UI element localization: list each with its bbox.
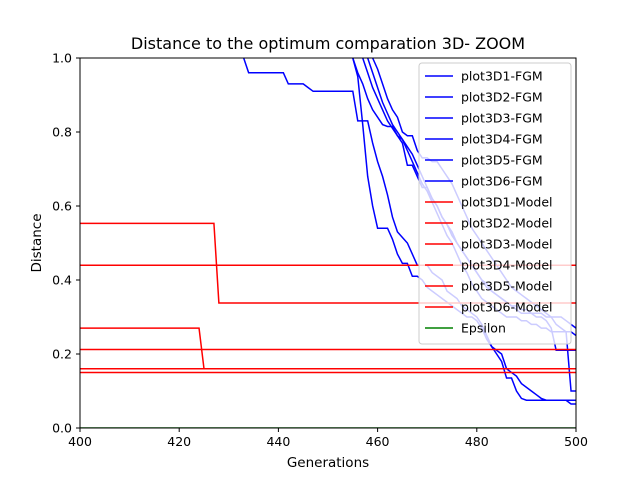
legend-label: plot3D3-FGM	[461, 111, 543, 126]
y-axis-label: Distance	[29, 213, 45, 272]
series-line-7	[80, 222, 576, 304]
chart-title: Distance to the optimum comparation 3D- …	[131, 34, 525, 53]
x-tick-label: 440	[266, 434, 290, 449]
legend-box	[418, 62, 572, 345]
x-tick-label: 400	[68, 434, 92, 449]
y-tick-label: 1.0	[52, 51, 72, 66]
x-axis-label: Generations	[287, 455, 369, 471]
x-tick-label: 500	[564, 434, 588, 449]
x-tick-label: 480	[465, 434, 489, 449]
y-axis: 0.0 0.2 0.4 0.6 0.8 1.0	[52, 51, 80, 436]
x-tick-label: 460	[366, 434, 390, 449]
legend-label: plot3D4-Model	[461, 258, 553, 273]
legend-label: plot3D3-Model	[461, 237, 553, 252]
plot-frame	[79, 57, 577, 429]
y-tick-label: 0.8	[52, 125, 72, 140]
legend-label: plot3D1-Model	[461, 195, 553, 210]
legend-label: plot3D2-Model	[461, 216, 553, 231]
legend-label: plot3D6-FGM	[461, 174, 543, 189]
y-tick-label: 0.6	[52, 199, 72, 214]
legend-label: plot3D5-FGM	[461, 153, 543, 168]
legend-label: plot3D5-Model	[461, 279, 553, 294]
x-axis: 400 420 440 460 480 500	[68, 428, 588, 449]
legend-label: plot3D6-Model	[461, 300, 553, 315]
y-tick-label: 0.0	[52, 421, 72, 436]
legend-label: Epsilon	[461, 321, 506, 336]
legend: plot3D1-FGM plot3D2-FGM plot3D3-FGM plot3D4…	[418, 62, 572, 345]
y-tick-label: 0.2	[52, 347, 72, 362]
legend-label: plot3D1-FGM	[461, 69, 543, 84]
y-tick-label: 0.4	[52, 273, 72, 288]
legend-label: plot3D2-FGM	[461, 90, 543, 105]
legend-label: plot3D4-FGM	[461, 132, 543, 147]
x-tick-label: 420	[167, 434, 191, 449]
